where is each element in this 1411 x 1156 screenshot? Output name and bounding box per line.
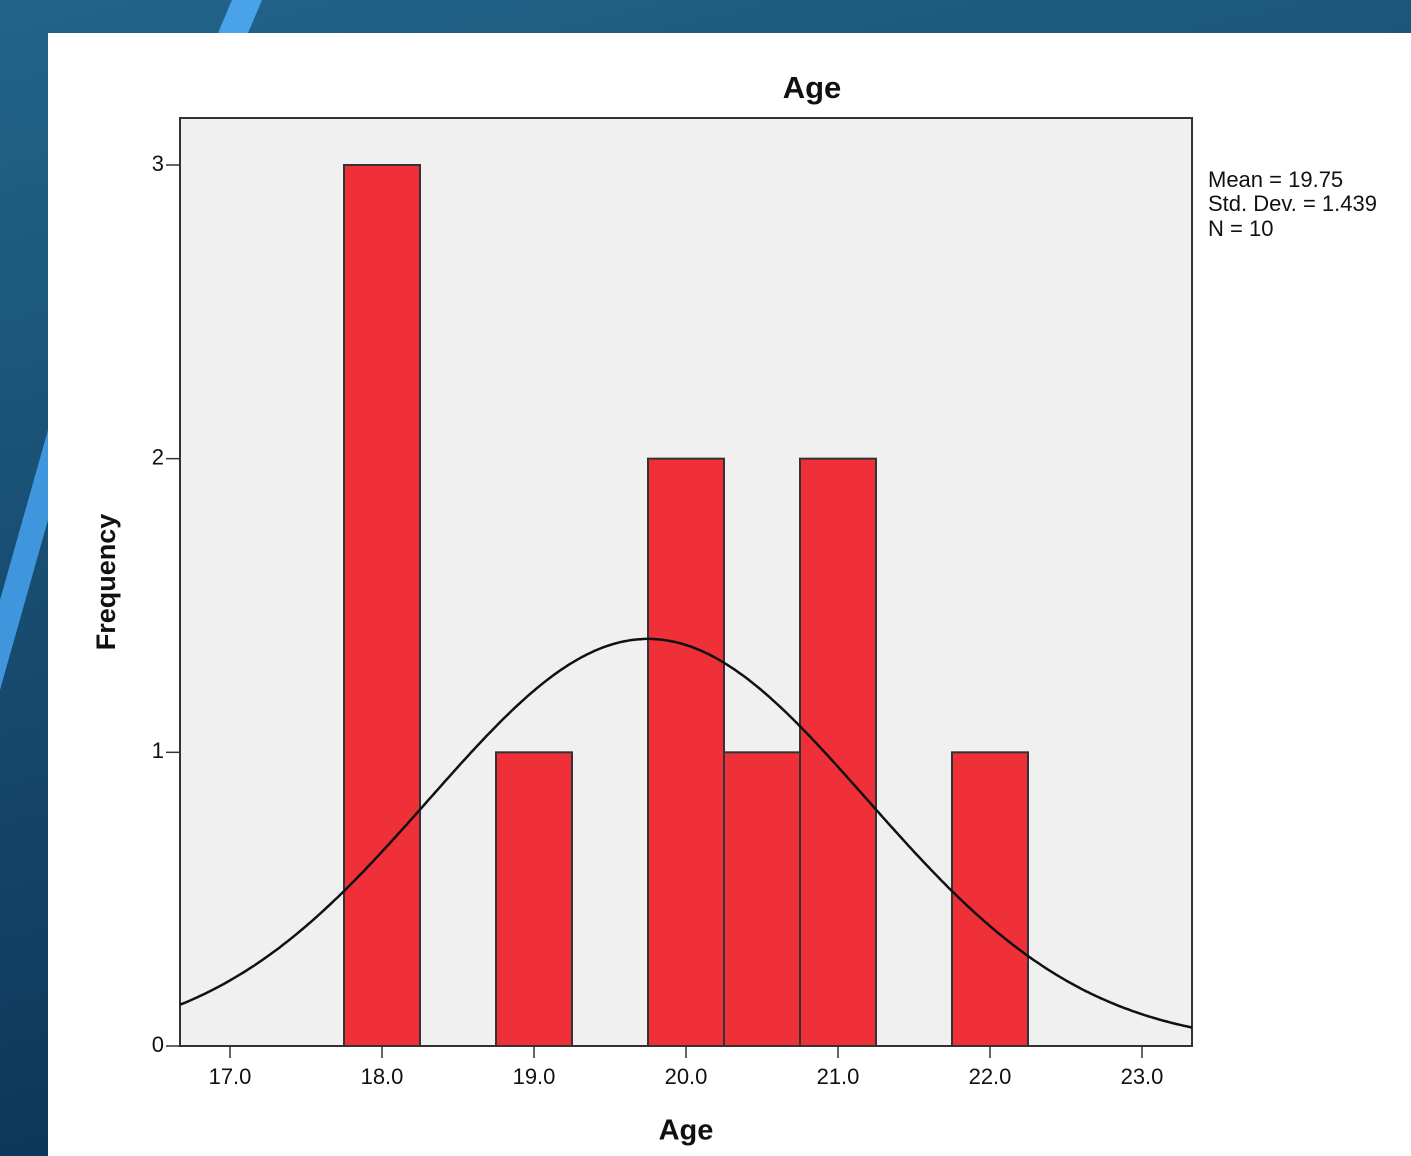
normal-curve xyxy=(179,637,1193,1029)
bar xyxy=(495,751,574,1047)
y-tick-label: 0 xyxy=(152,1032,164,1057)
stat-mean: Mean = 19.75 xyxy=(1208,167,1343,192)
y-tick-label: 1 xyxy=(152,738,164,763)
x-tick-label: 21.0 xyxy=(817,1064,860,1089)
stat-sd: Std. Dev. = 1.439 xyxy=(1208,191,1377,216)
stripe xyxy=(0,430,48,690)
bar xyxy=(343,163,422,1047)
stat-n: N = 10 xyxy=(1208,216,1273,241)
x-tick-label: 22.0 xyxy=(969,1064,1012,1089)
bar xyxy=(950,751,1029,1047)
chart-title: Age xyxy=(783,70,842,105)
y-axis-label: Frequency xyxy=(91,514,121,651)
x-tick-label: 19.0 xyxy=(513,1064,556,1089)
x-tick-label: 17.0 xyxy=(209,1064,252,1089)
bar xyxy=(722,751,801,1047)
bar xyxy=(647,457,725,1048)
x-tick-label: 18.0 xyxy=(361,1064,404,1089)
x-tick-label: 20.0 xyxy=(665,1064,708,1089)
x-axis-label: Age xyxy=(659,1115,714,1147)
y-tick-label: 2 xyxy=(152,444,164,469)
y-tick-label: 3 xyxy=(152,151,164,176)
stripe xyxy=(218,0,262,33)
x-tick-label: 23.0 xyxy=(1121,1064,1164,1089)
bar xyxy=(798,457,877,1048)
